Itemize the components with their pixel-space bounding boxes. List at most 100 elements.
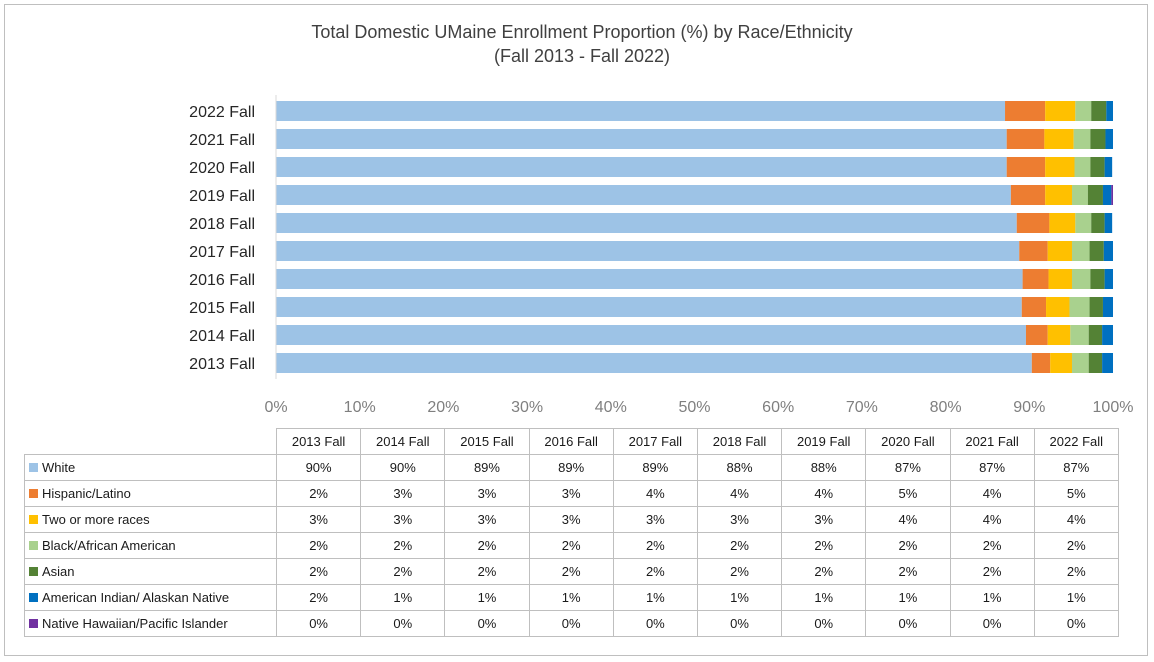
bar-segment-two-or-more-races-2022-fall — [1045, 101, 1076, 121]
data-table-cell: 88% — [696, 454, 783, 481]
data-table-header-row: 2013 Fall 2014 Fall 2015 Fall 2016 Fall 2017… — [24, 428, 1119, 455]
bar-segment-asian-2019-fall — [1087, 185, 1103, 205]
data-table-cell: 2% — [781, 558, 867, 585]
legend-entry: White — [24, 454, 277, 481]
bar-segment-two-or-more-races-2013-fall — [1050, 353, 1072, 373]
bar-segment-two-or-more-races-2016-fall — [1048, 269, 1072, 289]
bar-segment-white-2013-fall — [276, 353, 1032, 373]
bar-segment-hispanic-latino-2021-fall — [1006, 129, 1045, 149]
data-table-cell: 4% — [865, 506, 951, 533]
bar-segment-asian-2014-fall — [1088, 325, 1103, 345]
data-table-cell: 1% — [360, 584, 446, 611]
bar-segment-white-2016-fall — [276, 269, 1023, 289]
legend-entry: Hispanic/Latino — [24, 480, 277, 507]
bar-segment-white-2014-fall — [276, 325, 1026, 345]
x-tick-label: 90% — [1013, 399, 1045, 416]
legend-key-swatch — [29, 489, 38, 498]
data-table-cell: 0% — [781, 610, 867, 637]
data-table-cell: 2% — [275, 532, 362, 559]
data-table-corner — [24, 428, 277, 455]
bar-segment-black-african-american-2014-fall — [1070, 325, 1089, 345]
data-table-cell: 2% — [444, 558, 530, 585]
data-table-cell: 88% — [781, 454, 867, 481]
data-table-cell: 2% — [444, 532, 530, 559]
data-table-cell: 3% — [696, 506, 783, 533]
bar-segment-white-2017-fall — [276, 241, 1020, 261]
bar-segment-native-hawaiian-pacific-islander-2019-fall — [1111, 185, 1113, 205]
bar-segment-hispanic-latino-2013-fall — [1031, 353, 1051, 373]
data-table-cell: 2% — [528, 558, 614, 585]
bar-segment-asian-2021-fall — [1090, 129, 1106, 149]
stacked-bar-plot: 2013 Fall 2014 Fall 2015 Fall 2016 Fall 2017… — [189, 95, 1133, 416]
bar-segment-hispanic-latino-2020-fall — [1006, 157, 1046, 177]
category-label: 2021 Fall — [189, 132, 255, 149]
data-table: 2013 Fall 2014 Fall 2015 Fall 2016 Fall 2017… — [24, 428, 1119, 637]
category-label: 2019 Fall — [189, 188, 255, 205]
data-table-cell: 4% — [781, 480, 867, 507]
data-table-column-header: 2016 Fall — [528, 428, 614, 455]
data-table-row: Two or more races 3% 3% 3% 3% 3% 3% 3% 4% 4% 4% — [24, 506, 1119, 533]
data-table-cell: 3% — [781, 506, 867, 533]
data-table-cell: 3% — [360, 480, 446, 507]
data-table-cell: 2% — [528, 532, 614, 559]
legend-entry: Asian — [24, 558, 277, 585]
data-table-cell: 2% — [781, 532, 867, 559]
bar-segment-white-2018-fall — [276, 213, 1017, 233]
data-table-cell: 2% — [360, 532, 446, 559]
bar-segment-american-indian-alaskan-native-2020-fall — [1104, 157, 1113, 177]
data-table-cell: 89% — [612, 454, 698, 481]
bar-segment-asian-2018-fall — [1091, 213, 1105, 233]
data-table-row: American Indian/ Alaskan Native 2% 1% 1% 1% 1… — [24, 584, 1119, 611]
legend-entry: American Indian/ Alaskan Native — [24, 584, 277, 611]
data-table-column-header: 2015 Fall — [444, 428, 530, 455]
bar-segment-hispanic-latino-2018-fall — [1016, 213, 1050, 233]
bar-segment-american-indian-alaskan-native-2015-fall — [1102, 297, 1113, 317]
data-table-cell: 3% — [528, 480, 614, 507]
bar-segment-white-2019-fall — [276, 185, 1011, 205]
data-table-column-header: 2018 Fall — [696, 428, 783, 455]
bar-segment-american-indian-alaskan-native-2018-fall — [1104, 213, 1113, 233]
data-table-cell: 90% — [360, 454, 446, 481]
data-table-cell: 1% — [949, 584, 1035, 611]
data-table-cell: 5% — [865, 480, 951, 507]
bar-segment-hispanic-latino-2015-fall — [1021, 297, 1047, 317]
category-label: 2014 Fall — [189, 328, 255, 345]
legend-series-name: American Indian/ Alaskan Native — [42, 590, 230, 605]
legend-key-swatch — [29, 619, 38, 628]
data-table-cell: 87% — [1033, 454, 1119, 481]
bar-segment-black-african-american-2019-fall — [1071, 185, 1088, 205]
bar-segment-american-indian-alaskan-native-2016-fall — [1104, 269, 1113, 289]
bar-segment-asian-2017-fall — [1089, 241, 1104, 261]
data-table-cell: 3% — [612, 506, 698, 533]
bar-segment-american-indian-alaskan-native-2017-fall — [1103, 241, 1113, 261]
x-tick-label: 60% — [762, 399, 794, 416]
data-table-cell: 0% — [444, 610, 530, 637]
data-table-cell: 0% — [949, 610, 1035, 637]
bar-segment-black-african-american-2013-fall — [1071, 353, 1089, 373]
data-table-row: Asian 2% 2% 2% 2% 2% 2% 2% 2% 2% 2% — [24, 558, 1119, 585]
data-table-cell: 2% — [1033, 558, 1119, 585]
bar-segment-black-african-american-2020-fall — [1074, 157, 1091, 177]
data-table-cell: 1% — [696, 584, 783, 611]
category-label: 2013 Fall — [189, 356, 255, 373]
bar-segment-two-or-more-races-2015-fall — [1046, 297, 1070, 317]
chart-title-line-2: (Fall 2013 - Fall 2022) — [493, 46, 671, 66]
data-table-cell: 1% — [444, 584, 530, 611]
data-table-cell: 1% — [781, 584, 867, 611]
x-tick-label: 50% — [678, 399, 710, 416]
category-label: 2018 Fall — [189, 216, 255, 233]
data-table-cell: 0% — [696, 610, 783, 637]
data-table-cell: 2% — [949, 532, 1035, 559]
x-axis-tick-labels: 0% 10% 20% 30% 40% 50% 60% 70% 80% 90% 100% — [264, 399, 1133, 416]
bar-segment-asian-2022-fall — [1091, 101, 1107, 121]
category-labels: 2013 Fall 2014 Fall 2015 Fall 2016 Fall 2017… — [189, 104, 255, 373]
x-tick-label: 80% — [930, 399, 962, 416]
data-table-cell: 89% — [444, 454, 530, 481]
data-table-cell: 4% — [612, 480, 698, 507]
bar-segment-asian-2016-fall — [1090, 269, 1105, 289]
category-label: 2015 Fall — [189, 300, 255, 317]
legend-entry: Black/African American — [24, 532, 277, 559]
x-tick-label: 10% — [344, 399, 376, 416]
data-table-cell: 2% — [612, 558, 698, 585]
data-table-row: Hispanic/Latino 2% 3% 3% 3% 4% 4% 4% 5% 4% 5% — [24, 480, 1119, 507]
